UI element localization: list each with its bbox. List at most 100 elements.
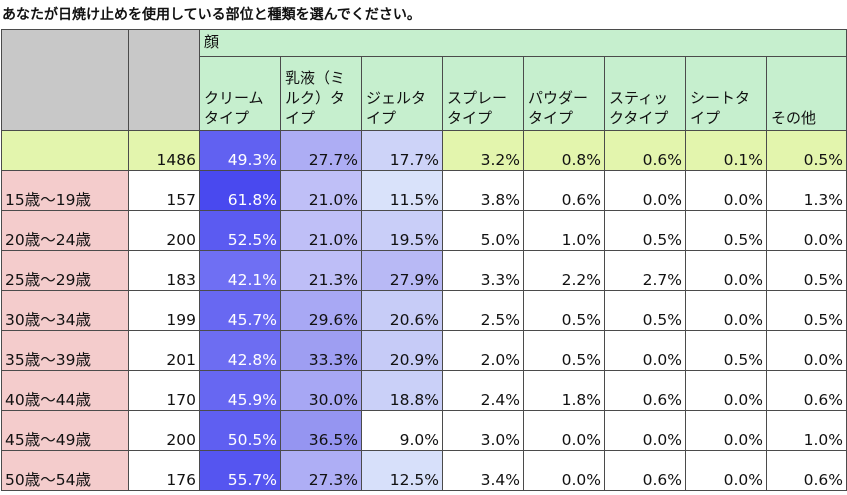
group-header: 顔 [198,29,847,57]
table-row: 40歳～44歳 170 45.9% 30.0% 18.8% 2.4% 1.8% 0.6% 0.0… [1,370,847,411]
value-cell: 45.9% [199,370,281,411]
sample-size-cell: 170 [128,370,200,411]
value-cell: 0.6% [604,130,686,171]
value-cell: 0.5% [685,210,767,251]
value-cell: 2.4% [442,370,524,411]
value-cell: 20.6% [361,290,443,331]
value-cell: 0.5% [765,250,847,291]
row-label: 20歳～24歳 [1,210,129,251]
sample-size-cell: 1486 [128,130,200,171]
value-cell: 0.0% [523,450,605,491]
sample-size-cell: 157 [128,170,200,211]
sample-size-cell: 176 [128,450,200,491]
table-row: 15歳～19歳 157 61.8% 21.0% 11.5% 3.8% 0.6% 0.0% 0.0… [1,170,847,211]
column-header: 乳液（ミルク）タイプ [280,56,362,131]
value-cell: 52.5% [199,210,281,251]
value-cell: 3.0% [442,410,524,451]
value-cell: 0.6% [604,370,686,411]
value-cell: 55.7% [199,450,281,491]
column-header: パウダータイプ [523,56,605,131]
value-cell: 27.9% [361,250,443,291]
table-row: 35歳～39歳 201 42.8% 33.3% 20.9% 2.0% 0.5% 0.0% 0.5… [1,330,847,371]
row-label: 50歳～54歳 [1,450,129,491]
value-cell: 18.8% [361,370,443,411]
value-cell: 21.3% [280,250,362,291]
column-header: クリームタイプ [199,56,281,131]
value-cell: 0.6% [765,370,847,411]
header-row-group: 顔 [1,29,847,131]
value-cell: 36.5% [280,410,362,451]
table-row: 25歳～29歳 183 42.1% 21.3% 27.9% 3.3% 2.2% 2.7% 0.0… [1,250,847,291]
value-cell: 0.6% [523,170,605,211]
value-cell: 1.8% [523,370,605,411]
value-cell: 49.3% [199,130,281,171]
value-cell: 0.0% [523,410,605,451]
value-cell: 0.0% [685,410,767,451]
value-cell: 61.8% [199,170,281,211]
value-cell: 0.0% [685,170,767,211]
value-cell: 0.0% [685,290,767,331]
value-cell: 17.7% [361,130,443,171]
value-cell: 2.5% [442,290,524,331]
value-cell: 0.8% [523,130,605,171]
chart-title: あなたが日焼け止めを使用している部位と種類を選んでください。 [2,7,421,23]
n-header-cell [128,29,200,131]
corner-cell [1,29,129,131]
sample-size-cell: 201 [128,330,200,371]
header-row-columns: クリームタイプ 乳液（ミルク）タイプ ジェルタイプ スプレータイプ パウダータイプ スティ… [2,56,847,131]
value-cell: 33.3% [280,330,362,371]
value-cell: 0.5% [604,210,686,251]
value-cell: 3.3% [442,250,524,291]
value-cell: 0.5% [685,330,767,371]
column-header: ジェルタイプ [361,56,443,131]
column-header: シートタイプ [685,56,767,131]
sample-size-cell: 199 [128,290,200,331]
value-cell: 27.3% [280,450,362,491]
value-cell: 0.6% [765,450,847,491]
value-cell: 20.9% [361,330,443,371]
value-cell: 1.3% [765,170,847,211]
table-row: 50歳～54歳 176 55.7% 27.3% 12.5% 3.4% 0.0% 0.6% 0.0… [1,450,847,491]
table-row: 20歳～24歳 200 52.5% 21.0% 19.5% 5.0% 1.0% 0.5% 0.5… [1,210,847,251]
value-cell: 0.5% [523,290,605,331]
value-cell: 30.0% [280,370,362,411]
value-cell: 0.0% [604,410,686,451]
value-cell: 0.0% [604,330,686,371]
value-cell: 21.0% [280,210,362,251]
value-cell: 11.5% [361,170,443,211]
row-label: 15歳～19歳 [1,170,129,211]
value-cell: 0.0% [685,370,767,411]
value-cell: 0.5% [765,130,847,171]
table-row: 30歳～34歳 199 45.7% 29.6% 20.6% 2.5% 0.5% 0.5% 0.0… [1,290,847,331]
value-cell: 0.5% [765,290,847,331]
value-cell: 0.0% [604,170,686,211]
value-cell: 0.0% [685,450,767,491]
sample-size-cell: 183 [128,250,200,291]
value-cell: 42.1% [199,250,281,291]
value-cell: 2.2% [523,250,605,291]
table-row: 45歳～49歳 200 50.5% 36.5% 9.0% 3.0% 0.0% 0.0% 0.0%… [1,410,847,451]
value-cell: 21.0% [280,170,362,211]
value-cell: 0.0% [765,210,847,251]
value-cell: 42.8% [199,330,281,371]
value-cell: 3.8% [442,170,524,211]
value-cell: 3.4% [442,450,524,491]
table-body: 顔 クリームタイプ 乳液（ミルク）タイプ ジェルタイプ スプレータイプ パウダータイプス… [1,29,847,491]
data-table: 顔 クリームタイプ 乳液（ミルク）タイプ ジェルタイプ スプレータイプ パウダータイプス… [1,29,847,491]
value-cell: 0.5% [604,290,686,331]
value-cell: 2.0% [442,330,524,371]
row-label: 35歳～39歳 [1,330,129,371]
column-header: スティックタイプ [604,56,686,131]
column-header: その他 [765,56,847,131]
value-cell: 9.0% [361,410,443,451]
value-cell: 0.6% [604,450,686,491]
row-label [1,130,129,171]
value-cell: 3.2% [442,130,524,171]
value-cell: 12.5% [361,450,443,491]
row-label: 25歳～29歳 [1,250,129,291]
row-label: 30歳～34歳 [1,290,129,331]
value-cell: 27.7% [280,130,362,171]
value-cell: 29.6% [280,290,362,331]
value-cell: 1.0% [765,410,847,451]
value-cell: 0.0% [685,250,767,291]
